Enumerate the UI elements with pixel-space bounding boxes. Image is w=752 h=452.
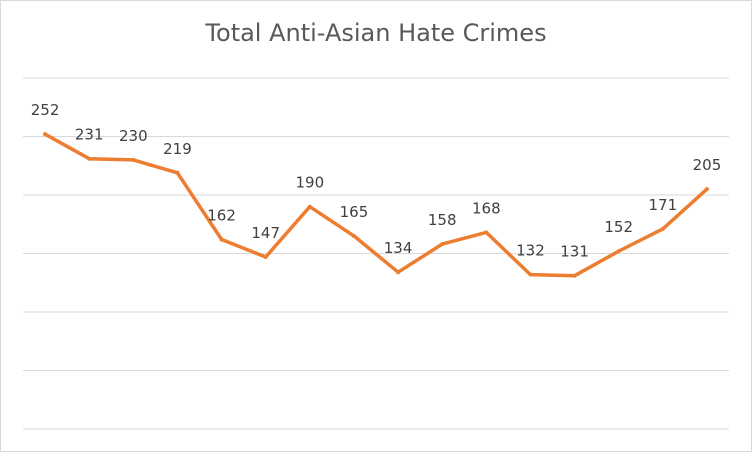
data-label: 162 — [207, 206, 236, 224]
data-label: 168 — [472, 199, 501, 217]
series-line — [43, 132, 709, 278]
data-point — [440, 242, 445, 247]
data-label: 252 — [31, 101, 60, 119]
data-point — [87, 156, 92, 161]
data-label: 152 — [604, 218, 633, 236]
data-label: 132 — [516, 242, 545, 260]
data-label: 230 — [119, 127, 148, 145]
data-point — [704, 187, 709, 192]
data-point — [396, 270, 401, 275]
data-label: 171 — [648, 196, 677, 214]
data-label: 205 — [693, 156, 722, 174]
data-point — [43, 132, 48, 137]
data-point — [484, 230, 489, 235]
chart-title: Total Anti-Asian Hate Crimes — [205, 19, 547, 47]
data-point — [572, 273, 577, 278]
data-label: 147 — [251, 224, 280, 242]
data-point — [175, 170, 180, 175]
data-label: 190 — [295, 174, 324, 192]
data-point — [307, 204, 312, 209]
data-point — [616, 249, 621, 254]
data-label: 158 — [428, 211, 457, 229]
data-point — [351, 233, 356, 238]
data-label: 219 — [163, 140, 192, 158]
data-point — [528, 272, 533, 277]
data-label: 131 — [560, 243, 589, 261]
data-point — [263, 255, 268, 260]
data-point — [131, 157, 136, 162]
data-label: 134 — [384, 239, 413, 257]
data-label: 231 — [75, 126, 104, 144]
data-label: 165 — [340, 203, 369, 221]
data-point — [660, 226, 665, 231]
data-point — [219, 237, 224, 242]
